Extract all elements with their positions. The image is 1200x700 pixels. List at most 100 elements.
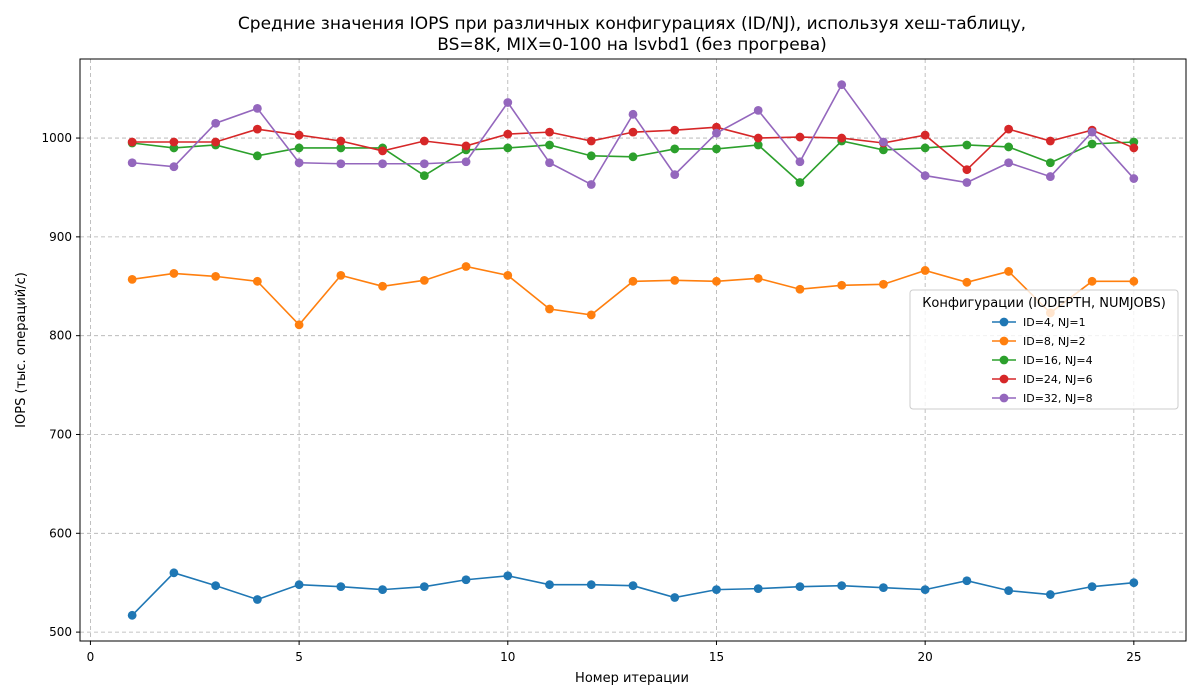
series-1 — [127, 568, 1139, 620]
data-point — [127, 137, 137, 147]
data-point — [1004, 158, 1014, 168]
data-point — [1045, 158, 1055, 168]
data-point — [962, 165, 972, 175]
legend-entry: ID=24, NJ=6 — [992, 373, 1093, 386]
data-point — [920, 171, 930, 180]
data-point — [211, 581, 221, 591]
data-point — [628, 152, 638, 162]
grid — [80, 59, 1186, 641]
data-point — [586, 180, 596, 189]
data-point — [378, 146, 387, 156]
data-point — [127, 610, 137, 620]
data-point — [127, 274, 137, 284]
data-point — [920, 266, 930, 275]
data-point — [378, 281, 387, 291]
data-point — [461, 575, 471, 585]
data-point — [795, 132, 805, 142]
chart-title-line-1: Средние значения IOPS при различных конф… — [238, 14, 1026, 34]
data-point — [712, 144, 721, 154]
data-point — [503, 571, 513, 581]
data-point — [670, 275, 680, 285]
data-point — [169, 269, 179, 278]
data-point — [1045, 590, 1055, 599]
x-tick-label: 20 — [918, 650, 933, 664]
data-point — [294, 580, 304, 590]
data-point — [712, 585, 721, 595]
data-point — [378, 159, 387, 169]
data-point — [252, 595, 262, 604]
data-point — [962, 140, 972, 150]
data-point — [1004, 142, 1014, 152]
data-point — [670, 144, 680, 154]
y-tick-label: 1000 — [41, 131, 72, 145]
legend-title: Конфигурации (IODEPTH, NUMJOBS) — [922, 296, 1166, 311]
data-point — [586, 136, 596, 146]
series-3 — [127, 136, 1139, 187]
data-point — [670, 170, 680, 180]
data-point — [670, 593, 680, 602]
y-tick-label: 900 — [49, 230, 72, 244]
legend-entry: ID=8, NJ=2 — [992, 335, 1086, 348]
data-point — [169, 162, 179, 172]
legend-label: ID=32, NJ=8 — [1023, 392, 1093, 405]
legend-label: ID=16, NJ=4 — [1023, 354, 1093, 367]
data-point — [795, 157, 805, 167]
data-point — [670, 125, 680, 135]
y-tick-label: 600 — [49, 526, 72, 540]
data-point — [1004, 586, 1014, 596]
data-point — [586, 310, 596, 320]
data-point — [378, 585, 387, 595]
data-point — [503, 129, 513, 139]
data-point — [419, 582, 429, 592]
legend-frame — [909, 289, 1179, 410]
data-point — [336, 270, 346, 280]
data-point — [1087, 582, 1097, 592]
legend-entries: ID=4, NJ=1 ID=8, NJ=2 ID=16, NJ=4 ID=24, NJ… — [992, 316, 1093, 405]
data-point — [962, 576, 972, 586]
data-point — [753, 105, 763, 115]
legend-marker-swatch — [999, 374, 1009, 384]
data-point — [712, 276, 721, 286]
legend-label: ID=4, NJ=1 — [1023, 316, 1086, 329]
y-tick-label: 500 — [49, 625, 72, 639]
y-tick-label: 800 — [49, 329, 72, 343]
data-point — [503, 143, 513, 153]
data-point — [1087, 276, 1097, 286]
data-point — [419, 171, 429, 180]
tick-labels: 0 5 10 15 20 25 500 600 700 800 900 1000 — [41, 131, 1141, 664]
data-point — [837, 133, 847, 143]
chart-title-line-2: BS=8K, MIX=0-100 на lsvbd1 (без прогрева… — [437, 35, 827, 55]
legend-marker-swatch — [999, 336, 1009, 346]
data-point — [837, 80, 847, 90]
data-point — [461, 157, 471, 167]
data-point — [837, 280, 847, 290]
y-axis-label: IOPS (тыс. операций/с) — [14, 272, 29, 428]
data-point — [628, 109, 638, 119]
data-point — [336, 159, 346, 169]
data-point — [252, 124, 262, 134]
data-point — [252, 151, 262, 161]
data-point — [1087, 139, 1097, 149]
data-point — [1045, 172, 1055, 181]
data-point — [1129, 143, 1139, 153]
data-point — [753, 140, 763, 150]
series-group — [127, 80, 1139, 620]
plot-frame — [79, 58, 1187, 642]
x-tick-label: 15 — [709, 650, 724, 664]
legend: Конфигурации (IODEPTH, NUMJOBS) ID=4, NJ… — [909, 289, 1179, 410]
data-point — [879, 137, 888, 147]
series-5 — [127, 80, 1139, 189]
y-tick-label: 700 — [49, 427, 72, 441]
legend-marker-swatch — [999, 393, 1009, 403]
data-point — [1087, 127, 1097, 137]
data-point — [336, 136, 346, 146]
legend-marker-swatch — [999, 317, 1009, 327]
data-point — [879, 583, 888, 593]
data-point — [962, 178, 972, 187]
series-line — [132, 140, 1134, 184]
x-tick-label: 25 — [1126, 650, 1141, 664]
data-point — [1045, 136, 1055, 146]
data-point — [211, 137, 221, 147]
data-point — [461, 262, 471, 271]
